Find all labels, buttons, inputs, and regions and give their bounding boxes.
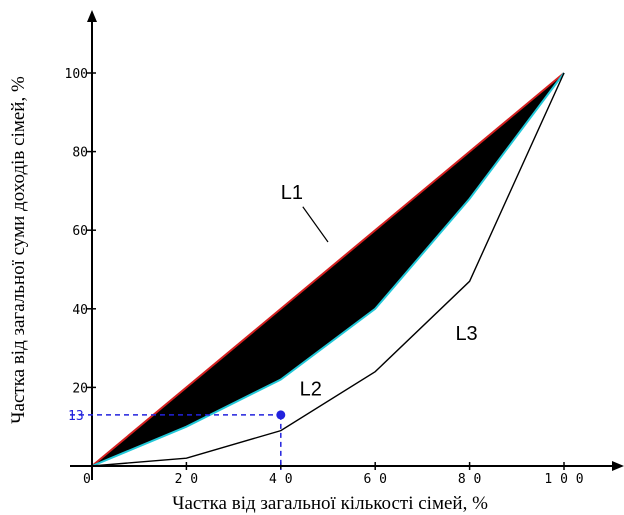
series-group [91, 72, 565, 467]
series-line-l3 [91, 72, 565, 467]
x-tick-label: 4 0 [269, 472, 292, 487]
x-tick-label: 1 0 0 [544, 472, 583, 487]
y-tick-label: 60 [72, 224, 88, 239]
x-tick-label: 8 0 [458, 472, 481, 487]
x-axis-title: Частка від загальної кількості сімей, % [172, 493, 488, 514]
series-label-l1: L1 [281, 182, 303, 204]
x-tick-label: 6 0 [363, 472, 386, 487]
series-line-l2 [91, 72, 565, 467]
leader-line-l1 [302, 206, 329, 243]
y-axis-title: Частка від загальної суми доходів сімей,… [8, 76, 29, 424]
y-tick-label: 80 [72, 146, 88, 161]
series-label-l2: L2 [300, 378, 322, 400]
x-tick-label: 0 [83, 472, 91, 487]
series-label-l3: L3 [455, 323, 477, 345]
marker-label: 13 [68, 409, 84, 424]
marker-point [276, 410, 286, 420]
series-line-l1 [91, 72, 565, 467]
x-tick-label: 2 0 [175, 472, 198, 487]
labels-group: 0 2 0 4 0 6 0 8 0 1 0 0 20 40 60 80 100 Частка від … [8, 67, 584, 514]
axes-group [70, 10, 624, 480]
marker-guide-group [70, 410, 286, 470]
x-axis-arrow [612, 461, 624, 471]
y-axis-arrow [87, 10, 97, 22]
y-tick-label: 20 [72, 381, 88, 396]
y-tick-label: 40 [72, 303, 88, 318]
y-tick-label: 100 [65, 67, 88, 82]
